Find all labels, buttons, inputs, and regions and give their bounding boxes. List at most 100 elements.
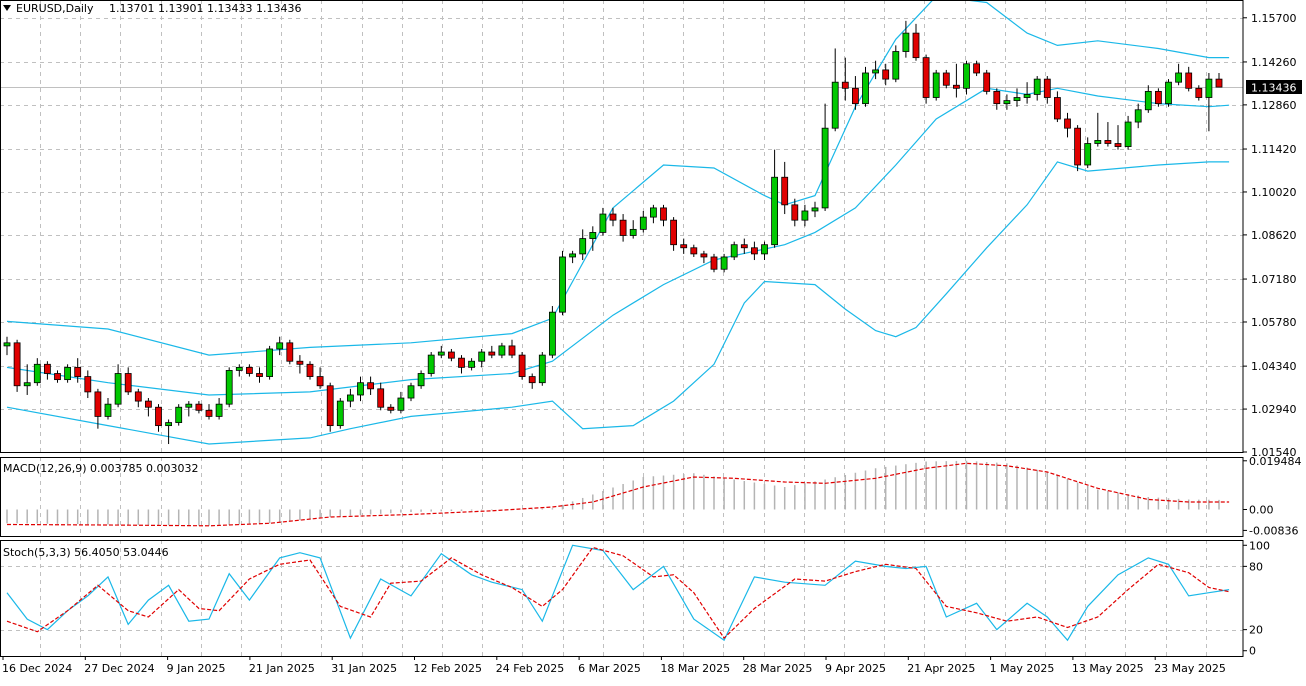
candle-body-bear: [700, 253, 708, 258]
candle: [801, 204, 809, 227]
candle: [235, 364, 243, 377]
candle-body-bear: [690, 247, 698, 255]
candle-body-bull: [33, 363, 41, 384]
price-axis-label: 1.15700: [1251, 12, 1297, 25]
dropdown-triangle-icon[interactable]: [3, 5, 11, 11]
macd-indicator: [6, 460, 1230, 527]
symbol-label: EURUSD,Daily: [16, 2, 94, 15]
candle: [650, 204, 657, 224]
candle: [1205, 72, 1213, 132]
candle-body-bull: [1003, 100, 1011, 105]
price-axis-label: 1.12860: [1251, 99, 1297, 112]
candle-body-bull: [589, 232, 597, 239]
candle-body-bull: [185, 403, 193, 408]
candle-body-bull: [932, 72, 940, 98]
candle-body-bear: [326, 385, 334, 427]
candle: [64, 364, 71, 383]
candle: [296, 355, 304, 374]
candle: [1054, 91, 1061, 123]
candle: [256, 367, 263, 383]
time-axis-label: 23 May 2025: [1154, 662, 1226, 675]
candle: [599, 207, 607, 236]
candle-body-bear: [942, 72, 950, 86]
candle: [266, 345, 274, 380]
candle: [44, 361, 51, 380]
candle: [751, 241, 758, 261]
time-axis-label: 28 Mar 2025: [743, 662, 813, 675]
candle-body-bear: [458, 357, 465, 368]
candle-body-bear: [1215, 78, 1223, 88]
candle-body-bull: [235, 366, 243, 371]
candle: [336, 398, 344, 429]
candle: [549, 306, 556, 359]
chart-header: EURUSD,Daily 1.13701 1.13901 1.13433 1.1…: [3, 2, 301, 15]
bollinger-lower-line: [6, 161, 1230, 445]
candle-body-bear: [1104, 140, 1112, 144]
candle-body-bear: [1114, 143, 1122, 147]
candle: [23, 364, 31, 395]
candle: [155, 404, 162, 432]
candle: [720, 253, 728, 273]
candle-body-bear: [882, 69, 890, 80]
candle: [559, 250, 566, 316]
candle: [1114, 125, 1122, 150]
time-axis-label: 9 Apr 2025: [825, 662, 886, 675]
macd-signal-line: [6, 462, 1230, 527]
candle-body-bear: [740, 244, 748, 249]
candle-body-bear: [953, 84, 960, 89]
candle: [3, 336, 11, 356]
candle: [700, 250, 708, 264]
candle: [1033, 76, 1041, 101]
macd-title: MACD(12,26,9) 0.003785 0.003032: [3, 462, 199, 475]
candle-body-bear: [791, 204, 799, 221]
candle-body-bull: [1013, 97, 1021, 101]
candle-body-bull: [650, 207, 657, 218]
candle: [619, 214, 627, 242]
candle-body-bear: [205, 409, 213, 417]
candle-body-bull: [892, 51, 900, 80]
candle: [518, 352, 526, 380]
candle: [932, 69, 940, 101]
candle-body-bear: [528, 376, 536, 384]
candle-body-bull: [629, 228, 637, 236]
stoch-title: Stoch(5,3,3) 56.4050 53.0446: [3, 546, 169, 559]
candle-body-bull: [225, 370, 233, 405]
candle-body-bear: [1155, 90, 1162, 105]
candle: [1003, 94, 1011, 110]
candle-body-bear: [54, 373, 61, 381]
candle-body-bull: [1033, 78, 1041, 95]
candle-body-bull: [104, 403, 112, 417]
candle: [1155, 88, 1162, 107]
candle: [377, 382, 385, 411]
candle-body-bear: [387, 406, 395, 411]
candle: [286, 339, 294, 365]
candle-body-bull: [1124, 121, 1132, 147]
candle-body-bull: [1094, 140, 1102, 144]
axis-labels: 1.15700 1.14260 1.12860 1.11420 1.10020 1.086…: [2, 12, 1302, 675]
time-axis-label: 16 Dec 2024: [2, 662, 72, 675]
price-axis-label: 1.04340: [1251, 360, 1297, 373]
candle-body-bear: [306, 363, 314, 377]
candle-body-bear: [852, 87, 859, 105]
candle: [882, 63, 890, 86]
candle: [1013, 88, 1021, 107]
candle-body-bear: [973, 63, 980, 74]
candle: [872, 60, 879, 80]
candle-body-bull: [215, 403, 223, 417]
candle: [84, 370, 92, 399]
macd-axis-label: 0.019484: [1249, 455, 1302, 468]
stoch-axis-label: 80: [1249, 560, 1263, 573]
candle-body-bull: [276, 342, 284, 350]
candle: [1124, 115, 1132, 150]
candle-body-bear: [447, 351, 455, 359]
candle: [104, 398, 112, 420]
candle-body-bear: [680, 244, 688, 249]
candle: [690, 244, 698, 257]
candle: [54, 370, 61, 383]
candle-body-bull: [407, 385, 415, 399]
candle: [963, 60, 970, 95]
candle: [1165, 79, 1172, 107]
price-axis-label: 1.02940: [1251, 403, 1297, 416]
time-axis-label: 12 Feb 2025: [414, 662, 482, 675]
candle: [367, 376, 375, 395]
